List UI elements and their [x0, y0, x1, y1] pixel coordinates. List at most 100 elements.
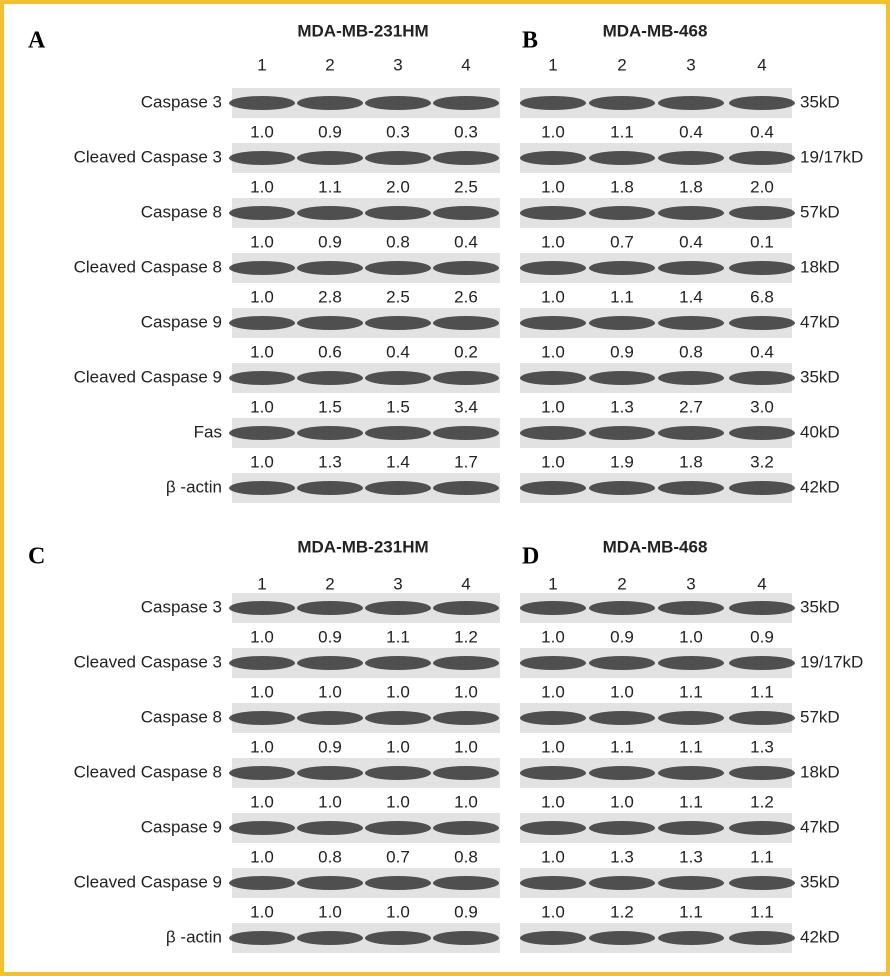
- band: [365, 876, 431, 890]
- size-label: 47kD: [800, 312, 840, 331]
- band-quantification: 1.2: [610, 902, 634, 921]
- protein-label: Caspase 9: [141, 312, 222, 331]
- cell-line-title: MDA-MB-468: [603, 537, 708, 556]
- band-quantification: 0.9: [318, 122, 342, 141]
- size-label: 47kD: [800, 817, 840, 836]
- band: [589, 206, 655, 220]
- cell-line-title: MDA-MB-231HM: [297, 21, 428, 40]
- size-label: 57kD: [800, 707, 840, 726]
- band: [365, 316, 431, 330]
- band-quantification: 0.8: [318, 847, 342, 866]
- band: [520, 151, 586, 165]
- size-label: 18kD: [800, 762, 840, 781]
- band: [520, 876, 586, 890]
- band-quantification: 3.2: [750, 452, 774, 471]
- band-quantification: 0.8: [454, 847, 478, 866]
- lane-number: 2: [325, 574, 334, 593]
- band-quantification: 1.1: [610, 737, 634, 756]
- lane-number: 3: [393, 574, 402, 593]
- band: [520, 316, 586, 330]
- band: [229, 821, 295, 835]
- band: [297, 206, 363, 220]
- band-quantification: 1.0: [454, 682, 478, 701]
- band: [589, 711, 655, 725]
- band: [229, 261, 295, 275]
- band: [365, 371, 431, 385]
- protein-label: β -actin: [166, 477, 222, 496]
- band: [365, 151, 431, 165]
- band-quantification: 1.4: [386, 452, 410, 471]
- band-quantification: 3.0: [750, 397, 774, 416]
- protein-label: Fas: [194, 422, 222, 441]
- band-quantification: 0.9: [610, 342, 634, 361]
- band-quantification: 1.0: [250, 232, 274, 251]
- protein-label: Caspase 9: [141, 817, 222, 836]
- band-quantification: 1.5: [318, 397, 342, 416]
- band: [520, 481, 586, 495]
- band: [658, 711, 724, 725]
- band-quantification: 2.6: [454, 287, 478, 306]
- band-quantification: 1.0: [250, 122, 274, 141]
- band: [433, 821, 499, 835]
- band: [520, 931, 586, 945]
- size-label: 35kD: [800, 92, 840, 111]
- lane-number: 3: [393, 55, 402, 74]
- band: [729, 426, 795, 440]
- band-quantification: 1.0: [454, 792, 478, 811]
- band: [229, 711, 295, 725]
- protein-label: Caspase 3: [141, 597, 222, 616]
- band-quantification: 1.0: [250, 287, 274, 306]
- protein-label: Cleaved Caspase 3: [74, 652, 222, 671]
- band: [365, 96, 431, 110]
- band: [520, 766, 586, 780]
- band-quantification: 1.0: [541, 177, 565, 196]
- band: [589, 316, 655, 330]
- band: [433, 426, 499, 440]
- band-quantification: 1.0: [541, 232, 565, 251]
- band-quantification: 0.9: [610, 627, 634, 646]
- size-label: 42kD: [800, 477, 840, 496]
- band: [297, 931, 363, 945]
- lane-number: 4: [757, 55, 766, 74]
- band-quantification: 1.0: [541, 792, 565, 811]
- band: [365, 261, 431, 275]
- band-quantification: 0.4: [679, 122, 703, 141]
- lane-number: 1: [548, 574, 557, 593]
- band-quantification: 1.0: [541, 397, 565, 416]
- protein-label: Cleaved Caspase 3: [74, 147, 222, 166]
- band: [297, 261, 363, 275]
- band-quantification: 1.0: [386, 792, 410, 811]
- band-quantification: 1.9: [610, 452, 634, 471]
- band: [365, 766, 431, 780]
- band: [658, 766, 724, 780]
- band-quantification: 1.1: [610, 122, 634, 141]
- band-quantification: 0.8: [386, 232, 410, 251]
- protein-label: Cleaved Caspase 8: [74, 257, 222, 276]
- band-quantification: 1.0: [541, 737, 565, 756]
- size-label: 19/17kD: [800, 652, 863, 671]
- band: [520, 711, 586, 725]
- band: [297, 601, 363, 615]
- band: [365, 206, 431, 220]
- band-quantification: 1.0: [386, 682, 410, 701]
- band-quantification: 1.0: [386, 737, 410, 756]
- panel-letter: B: [522, 28, 538, 54]
- band: [729, 371, 795, 385]
- lane-number: 3: [686, 574, 695, 593]
- band: [658, 601, 724, 615]
- size-label: 35kD: [800, 872, 840, 891]
- band: [589, 96, 655, 110]
- band-quantification: 1.2: [750, 792, 774, 811]
- band-quantification: 1.0: [250, 902, 274, 921]
- band-quantification: 1.1: [750, 847, 774, 866]
- band: [229, 316, 295, 330]
- band: [297, 316, 363, 330]
- lane-number: 1: [257, 55, 266, 74]
- band-quantification: 0.7: [610, 232, 634, 251]
- band: [589, 656, 655, 670]
- band: [297, 426, 363, 440]
- band-quantification: 0.4: [750, 342, 774, 361]
- cell-line-title: MDA-MB-468: [603, 21, 708, 40]
- band-quantification: 1.0: [541, 287, 565, 306]
- band-quantification: 0.9: [454, 902, 478, 921]
